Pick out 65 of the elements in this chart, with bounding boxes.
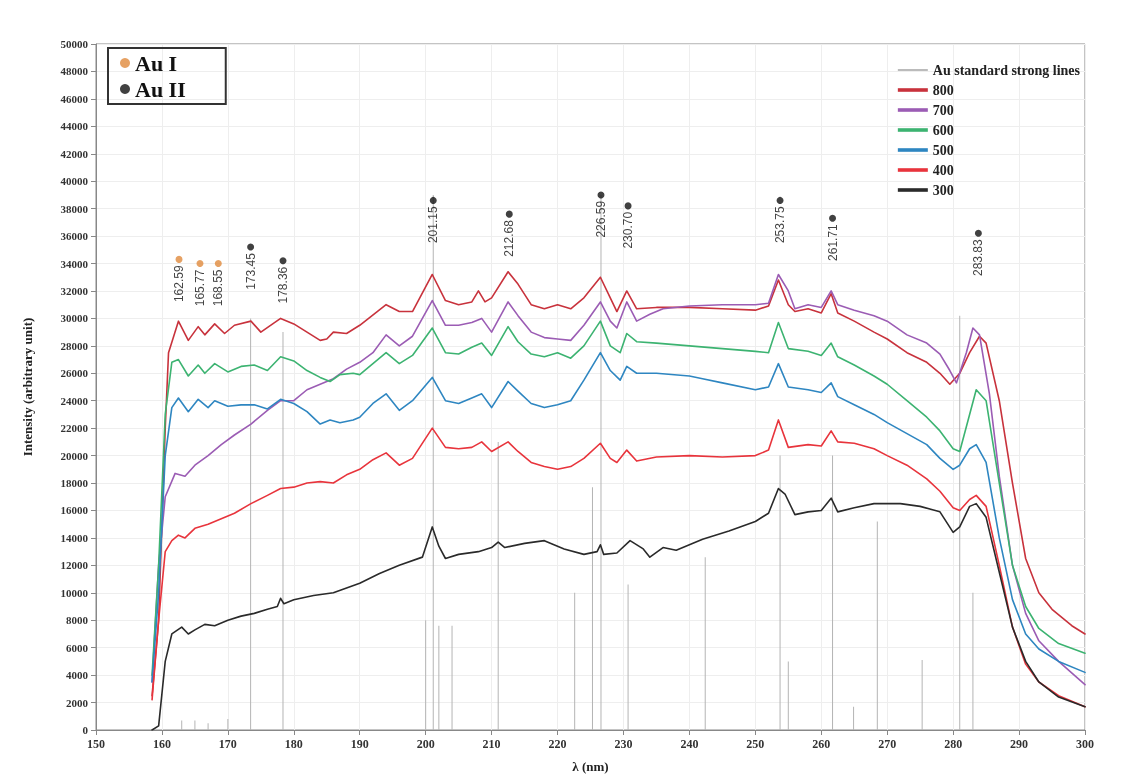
x-tick-label: 290 (1010, 737, 1029, 751)
y-tick-label: 36000 (60, 230, 89, 243)
y-tick-label: 14000 (60, 531, 89, 544)
legend-label: 500 (932, 142, 954, 158)
y-tick-label: 30000 (60, 312, 89, 325)
x-tick-label: 230 (614, 737, 633, 751)
x-tick-label: 170 (218, 737, 237, 751)
annotation: 253.75 (773, 206, 788, 244)
y-tick-label: 24000 (60, 394, 89, 407)
y-tick-label: 48000 (60, 65, 89, 78)
legend-label: 300 (932, 182, 954, 198)
y-axis-title: Intensity (arbitrary unit) (20, 317, 35, 457)
y-tick-label: 2000 (66, 696, 89, 709)
y-tick-label: 32000 (60, 284, 89, 297)
y-tick-label: 42000 (60, 147, 89, 160)
y-tick-label: 50000 (60, 38, 89, 50)
legend-label: 400 (932, 162, 954, 178)
y-tick-label: 8000 (66, 614, 89, 627)
annotation: 261.71 (825, 223, 840, 261)
x-tick-label: 270 (878, 737, 897, 751)
x-tick-label: 150 (87, 737, 105, 751)
annotation: 212.68 (502, 219, 517, 257)
legend-label: 800 (932, 82, 954, 98)
legend-label: Au I (135, 50, 178, 76)
y-tick-label: 44000 (60, 120, 89, 133)
y-tick-label: 26000 (60, 367, 89, 380)
y-tick-label: 0 (82, 724, 89, 736)
y-tick-label: 38000 (60, 202, 89, 215)
annotation: 178.36 (275, 266, 290, 304)
x-tick-label: 300 (1076, 737, 1094, 751)
y-tick-label: 12000 (60, 559, 89, 572)
x-tick-label: 190 (350, 737, 369, 751)
x-tick-label: 260 (812, 737, 831, 751)
y-tick-label: 10000 (60, 586, 89, 599)
x-tick-label: 250 (746, 737, 765, 751)
x-tick-label: 210 (482, 737, 501, 751)
y-tick-label: 6000 (66, 641, 89, 654)
y-tick-label: 16000 (60, 504, 89, 517)
y-tick-label: 34000 (60, 257, 89, 270)
y-tick-label: 18000 (60, 477, 89, 490)
legend-label: Au II (135, 76, 186, 102)
x-tick-label: 180 (284, 737, 303, 751)
y-tick-label: 20000 (60, 449, 89, 462)
x-tick-label: 240 (680, 737, 699, 751)
annotation: 168.55 (211, 269, 226, 307)
x-tick-label: 220 (548, 737, 567, 751)
x-tick-label: 280 (944, 737, 963, 751)
y-tick-label: 22000 (60, 422, 89, 435)
x-axis-title: λ (nm) (572, 759, 609, 774)
y-tick-label: 28000 (60, 339, 89, 352)
legend-label: 600 (932, 122, 954, 138)
annotation: 283.83 (971, 239, 986, 277)
annotation: 165.77 (192, 269, 207, 307)
legend-label: Au standard strong lines (932, 62, 1081, 78)
y-tick-label: 4000 (66, 669, 89, 682)
y-tick-label: 46000 (60, 92, 89, 105)
y-tick-label: 40000 (60, 175, 89, 188)
annotation: 173.45 (243, 252, 258, 290)
x-tick-label: 200 (416, 737, 435, 751)
x-tick-label: 160 (152, 737, 171, 751)
annotation: 162.59 (172, 265, 187, 303)
annotation: 226.59 (593, 200, 608, 238)
legend-label: 700 (932, 102, 954, 118)
annotation: 201.15 (426, 206, 441, 244)
annotation: 230.70 (621, 211, 636, 249)
